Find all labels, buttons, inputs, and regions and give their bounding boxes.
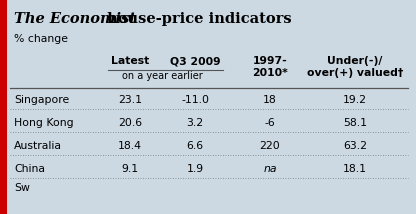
Text: 63.2: 63.2: [343, 141, 367, 151]
Text: Australia: Australia: [14, 141, 62, 151]
Text: Q3 2009: Q3 2009: [170, 56, 220, 66]
Text: The Economist: The Economist: [14, 12, 136, 26]
Text: China: China: [14, 164, 45, 174]
Text: Hong Kong: Hong Kong: [14, 118, 74, 128]
Bar: [0, 0, 7, 214]
Text: Singapore: Singapore: [14, 95, 69, 105]
Text: 220: 220: [260, 141, 280, 151]
Text: 18: 18: [263, 95, 277, 105]
Text: 1.9: 1.9: [186, 164, 203, 174]
Text: -11.0: -11.0: [181, 95, 209, 105]
Text: 23.1: 23.1: [118, 95, 142, 105]
Text: house-price indicators: house-price indicators: [102, 12, 292, 26]
Text: 1997-
2010*: 1997- 2010*: [252, 56, 288, 78]
Text: 3.2: 3.2: [186, 118, 203, 128]
Text: 18.1: 18.1: [343, 164, 367, 174]
Text: na: na: [263, 164, 277, 174]
Text: Under(-)/
over(+) valued†: Under(-)/ over(+) valued†: [307, 56, 403, 78]
Text: 58.1: 58.1: [343, 118, 367, 128]
Text: Sw: Sw: [14, 183, 30, 193]
Text: -6: -6: [265, 118, 275, 128]
Text: % change: % change: [14, 34, 68, 44]
Text: 18.4: 18.4: [118, 141, 142, 151]
Text: 19.2: 19.2: [343, 95, 367, 105]
Text: 9.1: 9.1: [121, 164, 139, 174]
Text: Latest: Latest: [111, 56, 149, 66]
Text: 20.6: 20.6: [118, 118, 142, 128]
Text: 6.6: 6.6: [186, 141, 203, 151]
Text: on a year earlier: on a year earlier: [122, 71, 203, 81]
